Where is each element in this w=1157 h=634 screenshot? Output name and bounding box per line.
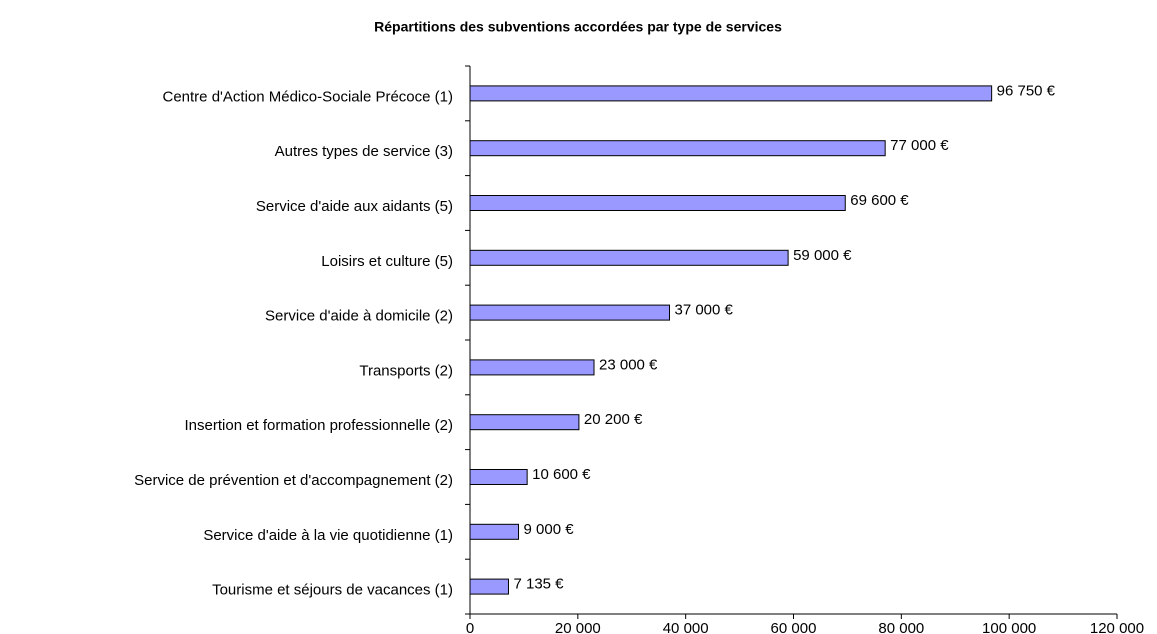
data-label: 7 135 € [513,576,564,593]
x-tick-label: 100 000 [982,620,1036,634]
bar [469,140,886,157]
y-tick-label: Service d'aide aux aidants (5) [256,198,453,215]
bar [469,359,595,376]
y-tick-label: Autres types de service (3) [275,143,453,160]
data-label: 96 750 € [997,82,1056,99]
data-label: 23 000 € [599,356,658,373]
data-label: 9 000 € [524,521,575,538]
bar [469,414,580,431]
x-tick-label: 60 000 [771,620,817,634]
data-label: 59 000 € [793,247,852,264]
data-label: 77 000 € [890,137,949,154]
bar [469,578,509,595]
chart-title: Répartitions des subventions accordées p… [374,19,782,35]
bar [469,469,528,485]
y-tick-label: Loisirs et culture (5) [321,253,453,270]
y-tick-label: Service d'aide à la vie quotidienne (1) [203,527,453,544]
x-tick-label: 20 000 [555,620,601,634]
data-label: 37 000 € [674,302,733,319]
bar [469,85,993,102]
y-tick-label: Tourisme et séjours de vacances (1) [212,582,453,599]
bar [469,523,520,540]
data-label: 69 600 € [850,192,909,209]
data-label: 10 600 € [532,466,591,483]
bar [469,195,846,211]
y-tick-label: Centre d'Action Médico-Sociale Précoce (… [163,88,454,105]
x-tick-label: 0 [466,620,474,634]
y-tick-label: Service d'aide à domicile (2) [265,308,453,325]
bar [469,249,789,266]
data-label: 20 200 € [584,411,643,428]
y-tick-label: Service de prévention et d'accompagnemen… [134,472,453,489]
y-tick-label: Transports (2) [359,362,453,379]
x-tick-label: 80 000 [878,620,924,634]
x-tick-label: 120 000 [1090,620,1144,634]
x-tick-label: 40 000 [663,620,709,634]
bar [469,304,670,321]
y-tick-label: Insertion et formation professionnelle (… [185,417,453,434]
